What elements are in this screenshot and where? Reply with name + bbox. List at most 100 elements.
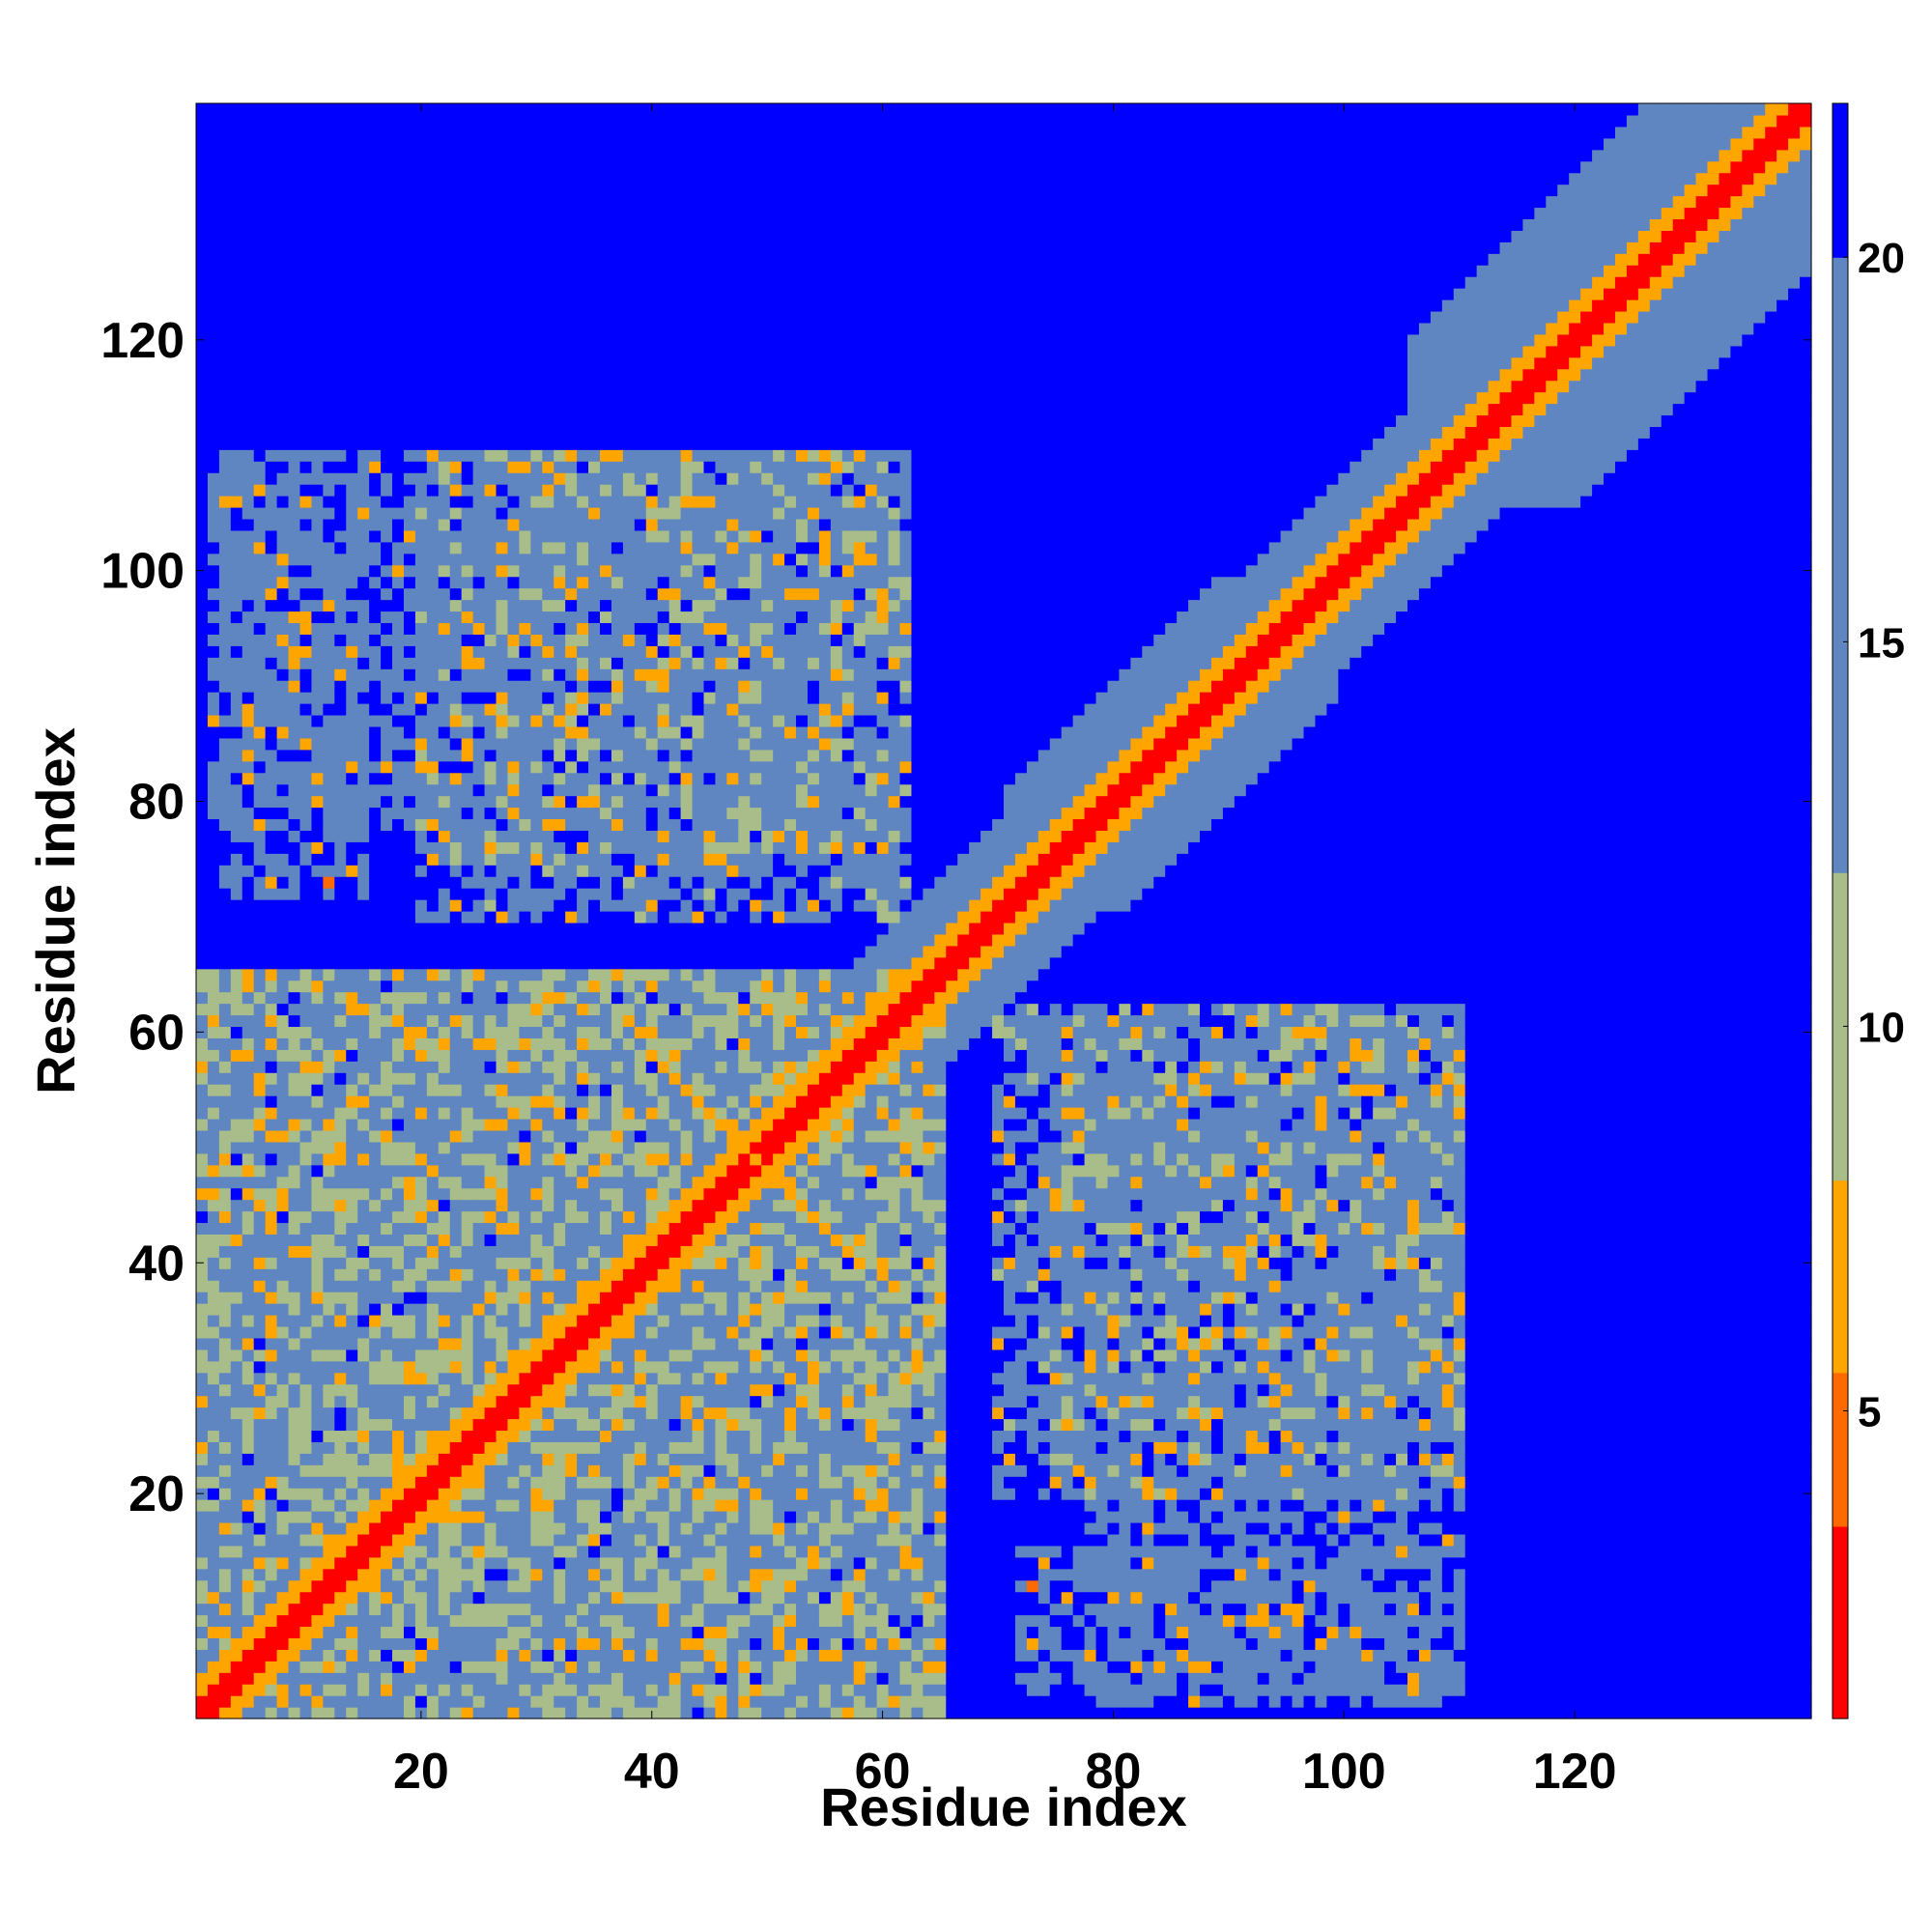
heatmap-cell [577,911,589,923]
heatmap-cell [381,114,393,128]
heatmap-cell [299,807,313,820]
heatmap-cell [381,737,393,751]
heatmap-cell [542,1430,554,1442]
heatmap-cell [196,322,209,335]
heatmap-cell [311,1164,324,1178]
heatmap-cell [276,899,290,912]
heatmap-cell [196,1637,209,1650]
heatmap-cell [311,956,324,970]
heatmap-cell [403,1684,416,1696]
heatmap-cell [507,703,520,716]
heatmap-cell [414,991,428,1005]
heatmap-cell [414,933,428,947]
heatmap-cell [381,1579,393,1593]
heatmap-cell [253,218,267,231]
heatmap-cell [311,599,324,612]
heatmap-cell [323,1418,335,1432]
heatmap-cell [484,310,497,324]
heatmap-cell [299,449,313,462]
heatmap-cell [519,865,531,877]
heatmap-cell [276,1049,290,1062]
heatmap-cell [507,1118,520,1131]
heatmap-cell [299,126,313,139]
heatmap-cell [472,830,486,842]
heatmap-cell [323,1579,335,1593]
heatmap-cell [565,737,578,751]
heatmap-cell [253,1372,267,1385]
heatmap-cell [472,1637,486,1650]
heatmap-cell [414,1649,428,1662]
heatmap-cell [253,1026,267,1038]
heatmap-cell [530,507,543,520]
heatmap-cell [472,172,486,185]
heatmap-cell [276,1430,290,1442]
heatmap-cell [542,310,554,324]
heatmap-cell [218,1003,232,1016]
heatmap-cell [311,137,324,151]
heatmap-cell [288,426,301,439]
heatmap-cell [438,1521,451,1535]
heatmap-cell [577,1107,589,1120]
heatmap-cell [381,172,393,185]
heatmap-cell [461,253,474,266]
heatmap-cell [565,1292,578,1304]
heatmap-cell [288,1661,301,1673]
heatmap-cell [242,1325,255,1339]
heatmap-cell [288,126,301,139]
heatmap-cell [588,807,601,820]
heatmap-cell [565,449,578,462]
heatmap-cell [230,749,243,762]
heatmap-cell [196,380,209,393]
heatmap-cell [496,991,509,1005]
heatmap-cell [265,1488,278,1500]
heatmap-cell [207,1476,220,1489]
heatmap-cell [230,484,243,497]
heatmap-cell [381,1152,393,1166]
heatmap-cell [265,1268,278,1281]
heatmap-cell [519,956,531,970]
heatmap-cell [276,484,290,497]
heatmap-cell [230,980,243,993]
heatmap-cell [507,1268,520,1281]
heatmap-cell [565,1245,578,1258]
heatmap-cell [414,876,428,889]
heatmap-cell [218,714,232,727]
heatmap-cell [276,1707,290,1719]
heatmap-cell [357,749,370,762]
heatmap-cell [392,1176,405,1189]
heatmap-cell [426,529,440,543]
heatmap-cell [519,1141,531,1154]
heatmap-cell [346,1476,358,1489]
heatmap-cell [276,1315,290,1327]
heatmap-cell [276,1441,290,1454]
heatmap-cell [369,184,382,197]
heatmap-cell [588,622,601,635]
heatmap-cell [438,980,451,993]
heatmap-cell [230,1187,243,1201]
heatmap-cell [577,356,589,370]
heatmap-cell [334,1591,347,1605]
heatmap-cell [299,1476,313,1489]
heatmap-cell [588,611,601,624]
heatmap-cell [600,1245,612,1258]
heatmap-cell [577,195,589,209]
heatmap-cell [484,426,497,439]
heatmap-cell [230,599,243,612]
heatmap-cell [565,391,578,405]
heatmap-cell [369,876,382,889]
heatmap-cell [496,1292,509,1304]
heatmap-cell [554,414,566,427]
heatmap-cell [369,1118,382,1131]
heatmap-cell [588,749,601,762]
heatmap-cell [565,1061,578,1073]
heatmap-cell [218,968,232,981]
heatmap-cell [369,276,382,289]
heatmap-cell [196,484,209,497]
heatmap-cell [588,1476,601,1489]
heatmap-cell [484,230,497,242]
heatmap-cell [242,956,255,970]
heatmap-cell [530,599,543,612]
heatmap-cell [276,714,290,727]
heatmap-cell [218,1533,232,1547]
heatmap-cell [600,1545,612,1558]
